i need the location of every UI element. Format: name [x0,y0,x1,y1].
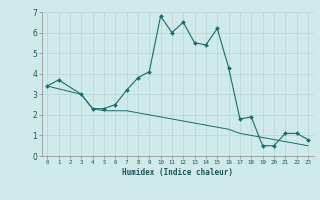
X-axis label: Humidex (Indice chaleur): Humidex (Indice chaleur) [122,168,233,177]
